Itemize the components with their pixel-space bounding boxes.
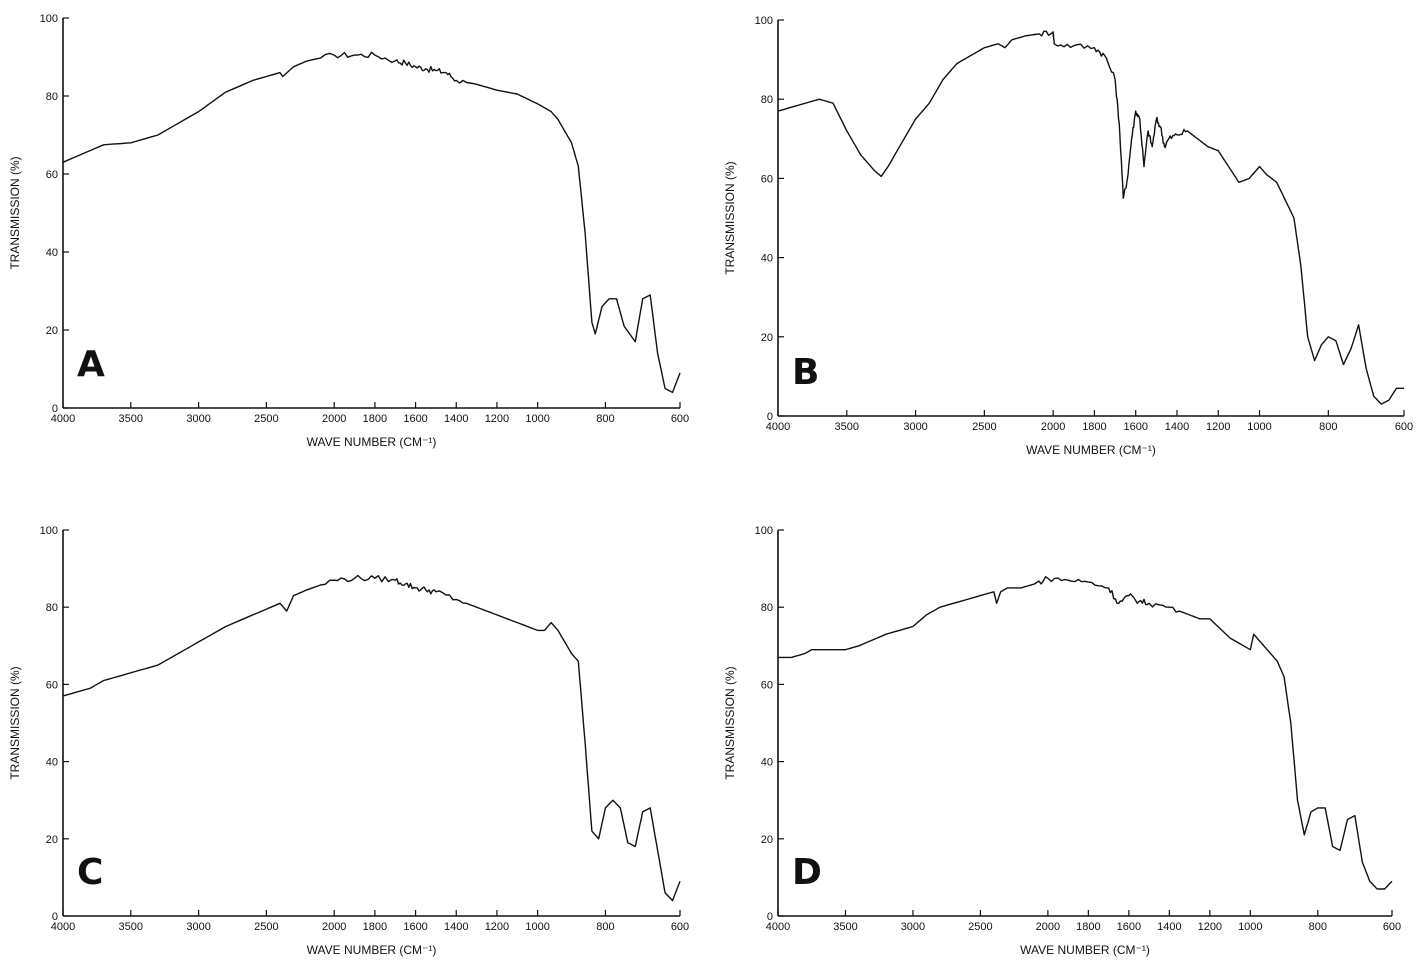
x-tick-label: 3000 [903, 421, 927, 433]
x-tick-label: 1200 [485, 413, 509, 425]
x-tick-label: 2000 [322, 413, 346, 425]
panel-letter: C [77, 852, 103, 893]
spectrum-panel-c: 4000 3500 3000 2500 2000 1800 1600 1400 1200 1000… [8, 525, 689, 957]
x-tick-label: 1000 [525, 413, 549, 425]
y-tick-label: 40 [46, 757, 58, 769]
x-tick-label: 1600 [403, 921, 427, 933]
x-tick-label: 1200 [1206, 421, 1230, 433]
x-tick-label: 600 [1395, 421, 1413, 433]
x-tick-label: 1400 [1165, 421, 1189, 433]
x-tick-label: 2000 [1041, 421, 1065, 433]
x-axis-title: WAVE NUMBER (CM⁻¹) [1026, 443, 1156, 457]
x-tick-label: 600 [1383, 921, 1401, 933]
panel-letter: A [77, 344, 105, 385]
y-axis-title: TRANSMISSION (%) [8, 666, 22, 779]
x-tick-label: 1600 [403, 413, 427, 425]
x-tick-label: 800 [596, 921, 614, 933]
spectrum-line [778, 576, 1393, 890]
x-tick-label: 1800 [1076, 921, 1100, 933]
x-tick-label: 1400 [444, 413, 468, 425]
x-tick-label: 4000 [51, 413, 75, 425]
y-axis-title: TRANSMISSION (%) [8, 156, 22, 269]
x-tick-label: 3500 [833, 921, 857, 933]
y-tick-label: 80 [46, 91, 58, 103]
x-tick-label: 3500 [119, 921, 143, 933]
x-tick-label: 3000 [186, 921, 210, 933]
x-tick-label: 800 [1319, 421, 1337, 433]
x-tick-label: 2000 [322, 921, 346, 933]
y-axis-title: TRANSMISSION (%) [723, 666, 737, 779]
x-tick-label: 1800 [363, 413, 387, 425]
x-tick-label: 1200 [1198, 921, 1222, 933]
x-tick-label: 2500 [972, 421, 996, 433]
x-tick-label: 1400 [1157, 921, 1181, 933]
x-tick-label: 800 [596, 413, 614, 425]
x-tick-label: 2000 [1036, 921, 1060, 933]
y-tick-label: 100 [40, 525, 58, 537]
x-tick-label: 1800 [363, 921, 387, 933]
y-tick-label: 20 [761, 834, 773, 846]
x-tick-label: 1000 [525, 921, 549, 933]
y-tick-label: 60 [46, 169, 58, 181]
y-tick-label: 100 [755, 15, 773, 27]
x-tick-label: 1000 [1247, 421, 1271, 433]
spectrum-line [777, 30, 1404, 405]
y-tick-label: 80 [761, 94, 773, 106]
x-tick-label: 2500 [254, 413, 278, 425]
y-tick-label: 40 [761, 253, 773, 265]
y-tick-label: 100 [755, 525, 773, 537]
y-tick-label: 40 [761, 757, 773, 769]
x-tick-label: 2500 [254, 921, 278, 933]
y-tick-label: 20 [46, 834, 58, 846]
y-tick-label: 40 [46, 247, 58, 259]
y-tick-label: 80 [46, 602, 58, 614]
spectrum-panel-a: 4000 3500 3000 2500 2000 1800 1600 1400 1200 1000… [8, 13, 689, 449]
x-tick-label: 4000 [51, 921, 75, 933]
x-tick-label: 1400 [444, 921, 468, 933]
x-tick-label: 3500 [835, 421, 859, 433]
x-axis-title: WAVE NUMBER (CM⁻¹) [307, 435, 437, 449]
y-tick-label: 0 [52, 403, 58, 415]
x-tick-label: 800 [1309, 921, 1327, 933]
y-tick-label: 20 [761, 332, 773, 344]
x-tick-label: 3000 [901, 921, 925, 933]
x-tick-label: 3500 [119, 413, 143, 425]
x-tick-label: 1800 [1082, 421, 1106, 433]
x-tick-label: 4000 [766, 421, 790, 433]
x-tick-label: 3000 [186, 413, 210, 425]
panel-letter: B [792, 352, 819, 393]
x-tick-label: 600 [671, 413, 689, 425]
x-tick-label: 600 [671, 921, 689, 933]
x-tick-label: 1200 [485, 921, 509, 933]
x-tick-label: 1600 [1117, 921, 1141, 933]
y-tick-label: 0 [52, 911, 58, 923]
x-axis-title: WAVE NUMBER (CM⁻¹) [307, 943, 437, 957]
panel-letter: D [792, 852, 822, 893]
x-tick-label: 1600 [1123, 421, 1147, 433]
x-tick-label: 4000 [766, 921, 790, 933]
spectrum-panel-b: 4000 3500 3000 2500 2000 1800 1600 1400 1200 1000… [723, 15, 1413, 457]
spectrum-line [62, 574, 681, 902]
y-tick-label: 100 [40, 13, 58, 25]
y-tick-label: 60 [761, 679, 773, 691]
x-tick-label: 1000 [1238, 921, 1262, 933]
x-tick-label: 2500 [968, 921, 992, 933]
y-tick-label: 60 [761, 173, 773, 185]
y-axis-title: TRANSMISSION (%) [723, 161, 737, 274]
y-tick-label: 0 [767, 911, 773, 923]
x-axis-title: WAVE NUMBER (CM⁻¹) [1020, 943, 1150, 957]
spectrum-line [62, 51, 681, 394]
y-tick-label: 60 [46, 679, 58, 691]
y-tick-label: 80 [761, 602, 773, 614]
y-tick-label: 0 [767, 411, 773, 423]
spectrum-panel-d: 4000 3500 3000 2500 2000 1800 1600 1400 1200 1000… [723, 525, 1401, 957]
y-tick-label: 20 [46, 325, 58, 337]
